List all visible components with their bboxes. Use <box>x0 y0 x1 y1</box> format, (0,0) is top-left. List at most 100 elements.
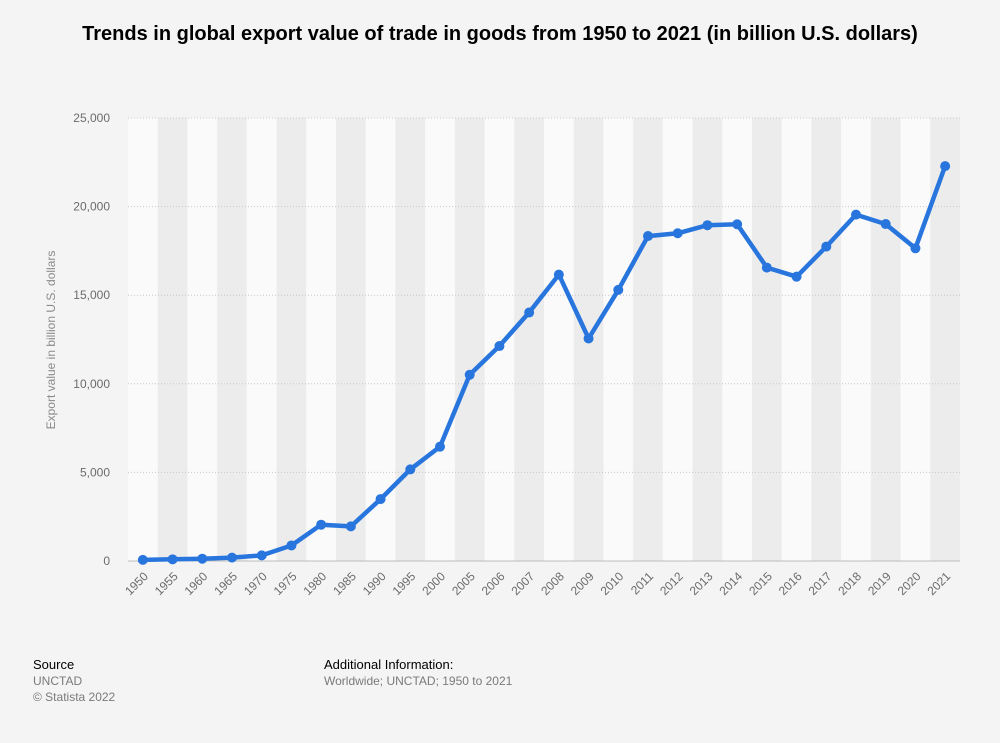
data-point[interactable] <box>345 521 356 532</box>
column-band <box>692 118 723 561</box>
data-point[interactable] <box>286 540 297 551</box>
data-point[interactable] <box>435 441 445 452</box>
data-point[interactable] <box>732 219 743 230</box>
column-band <box>752 118 782 561</box>
x-tick-label: 2009 <box>568 569 597 598</box>
series-line <box>137 161 951 565</box>
column-band <box>544 118 574 561</box>
data-point[interactable] <box>494 341 505 352</box>
data-point[interactable] <box>791 271 802 282</box>
data-point[interactable] <box>464 369 475 380</box>
column-band <box>425 118 455 561</box>
column-band <box>900 118 931 561</box>
x-tick-label: 1995 <box>390 569 419 598</box>
x-tick-label: 2016 <box>776 569 805 598</box>
source-heading: Source <box>33 657 75 672</box>
x-tick-label: 2012 <box>657 569 686 598</box>
y-tick-label: 0 <box>103 554 110 568</box>
data-point[interactable] <box>702 220 713 231</box>
data-point[interactable] <box>880 219 891 230</box>
x-tick-label: 1975 <box>271 569 300 598</box>
source-block: Source UNCTAD © Statista 2022 <box>33 657 115 705</box>
data-point[interactable] <box>672 228 683 239</box>
x-tick-label: 1985 <box>330 569 359 598</box>
x-tick-label: 2011 <box>628 569 656 597</box>
column-band <box>395 118 426 561</box>
x-tick-label: 2020 <box>895 569 924 598</box>
x-tick-label: 1970 <box>241 569 270 598</box>
additional-info-heading: Additional Information: <box>324 657 454 672</box>
column-band <box>603 118 634 561</box>
column-bands <box>128 118 960 561</box>
x-tick-label: 1990 <box>360 569 389 598</box>
y-tick-label: 5,000 <box>80 465 110 479</box>
gridlines <box>128 117 960 562</box>
y-tick-label: 25,000 <box>73 111 110 125</box>
x-tick-label: 1950 <box>122 569 151 598</box>
data-point[interactable] <box>375 494 386 505</box>
column-band <box>514 118 544 561</box>
data-point[interactable] <box>227 552 237 563</box>
column-band <box>484 118 515 561</box>
data-point[interactable] <box>256 550 267 561</box>
x-tick-label: 2021 <box>924 569 953 598</box>
column-band <box>781 118 812 561</box>
column-band <box>306 118 336 561</box>
data-point[interactable] <box>167 554 178 565</box>
data-point[interactable] <box>851 209 861 220</box>
additional-info-block: Additional Information: Worldwide; UNCTA… <box>324 657 512 689</box>
x-tick-label: 2010 <box>598 569 627 598</box>
data-point[interactable] <box>197 553 208 564</box>
column-band <box>930 118 960 561</box>
x-tick-label: 2018 <box>835 569 864 598</box>
data-point[interactable] <box>821 241 832 252</box>
x-tick-label: 2006 <box>479 569 508 598</box>
column-band <box>217 118 247 561</box>
data-point[interactable] <box>940 161 951 172</box>
y-axis-ticks: 0 5,000 10,000 15,000 20,000 25,000 <box>73 111 110 568</box>
x-tick-label: 2013 <box>687 569 716 598</box>
x-tick-label: 2000 <box>419 569 448 598</box>
x-axis-ticks: 1950 1955 1960 1965 1970 1975 1980 1985 1990 1995… <box>122 569 953 598</box>
data-point[interactable] <box>553 269 564 280</box>
source-line: UNCTAD <box>33 674 83 688</box>
column-band <box>633 118 663 561</box>
data-point[interactable] <box>613 284 624 295</box>
column-band <box>662 118 693 561</box>
x-tick-label: 1960 <box>182 569 211 598</box>
data-point[interactable] <box>405 464 416 475</box>
additional-info-text: Worldwide; UNCTAD; 1950 to 2021 <box>324 674 513 688</box>
copyright-line: © Statista 2022 <box>33 690 116 704</box>
y-tick-label: 15,000 <box>73 288 110 302</box>
column-band <box>870 118 901 561</box>
column-band <box>811 118 842 561</box>
column-band <box>276 118 307 561</box>
data-point[interactable] <box>643 231 653 242</box>
column-band <box>454 118 485 561</box>
x-tick-label: 2014 <box>716 569 745 598</box>
column-band <box>246 118 277 561</box>
data-point[interactable] <box>316 519 327 530</box>
series-polyline <box>140 163 948 563</box>
data-point[interactable] <box>910 243 921 254</box>
x-tick-label: 1965 <box>211 569 240 598</box>
data-point[interactable] <box>524 307 535 318</box>
column-band <box>336 118 366 561</box>
x-tick-label: 2008 <box>538 569 567 598</box>
x-tick-label: 2017 <box>806 569 835 598</box>
data-point[interactable] <box>583 333 594 344</box>
data-point[interactable] <box>761 262 772 273</box>
column-band <box>841 118 871 561</box>
x-tick-label: 2019 <box>865 569 894 598</box>
chart-title: Trends in global export value of trade i… <box>82 23 918 45</box>
y-axis-label: Export value in billion U.S. dollars <box>44 251 58 430</box>
y-tick-label: 20,000 <box>73 200 110 214</box>
data-point[interactable] <box>137 554 148 565</box>
column-band <box>128 118 158 561</box>
column-band <box>157 118 188 561</box>
x-tick-label: 2015 <box>746 569 775 598</box>
column-band <box>187 118 218 561</box>
x-tick-label: 1980 <box>300 569 329 598</box>
y-tick-label: 10,000 <box>73 377 110 391</box>
